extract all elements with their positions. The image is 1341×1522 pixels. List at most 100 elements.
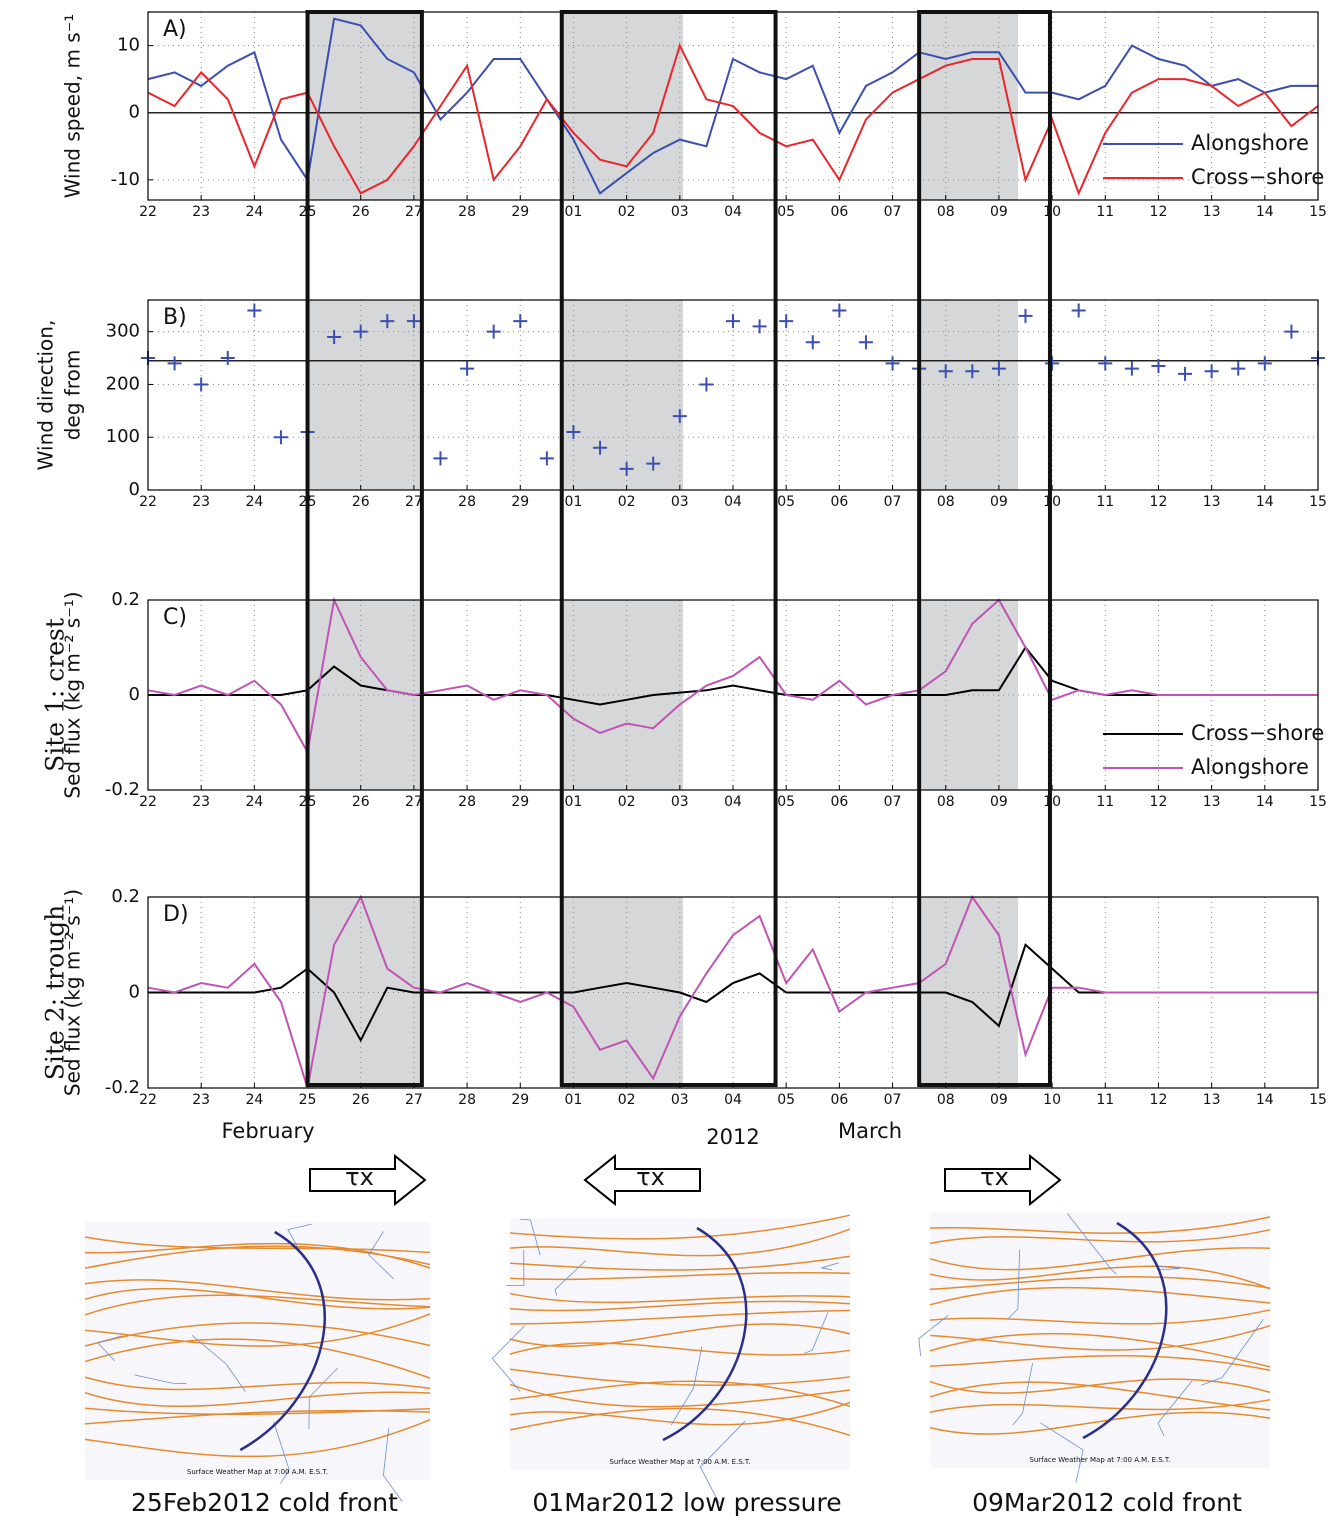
point	[779, 314, 793, 328]
x-tick-label: 29	[511, 494, 529, 510]
x-tick-label: 29	[511, 794, 529, 810]
x-tick-label: 29	[511, 1092, 529, 1108]
x-tick-label: 02	[618, 1092, 636, 1108]
event-shade	[308, 12, 422, 200]
legend-label: Alongshore	[1191, 131, 1309, 155]
x-tick-label: 15	[1309, 794, 1327, 810]
x-tick-label: 26	[352, 794, 370, 810]
point	[540, 451, 554, 465]
x-tick-label: 28	[458, 204, 476, 220]
x-tick-label: 14	[1256, 204, 1274, 220]
x-tick-label: 14	[1256, 1092, 1274, 1108]
x-tick-label: 08	[937, 1092, 955, 1108]
panel-label: A)	[163, 17, 187, 42]
y-tick-label: 0.2	[111, 886, 140, 907]
y-tick-label: 0	[129, 102, 140, 123]
event-shade	[919, 12, 1018, 200]
point	[1125, 362, 1139, 376]
time-label: 2012	[706, 1125, 759, 1149]
x-tick-label: 07	[884, 1092, 902, 1108]
x-tick-label: 07	[884, 204, 902, 220]
point	[513, 314, 527, 328]
x-tick-label: 26	[352, 1092, 370, 1108]
point	[1284, 325, 1298, 339]
x-tick-label: 27	[405, 1092, 423, 1108]
map-background	[85, 1222, 430, 1480]
x-tick-label: 22	[139, 204, 157, 220]
x-tick-label: 23	[192, 1092, 210, 1108]
x-tick-label: 13	[1203, 494, 1221, 510]
y-axis-label: Wind direction,	[34, 320, 58, 471]
x-tick-label: 25	[299, 1092, 317, 1108]
x-tick-label: 13	[1203, 794, 1221, 810]
x-tick-label: 08	[937, 794, 955, 810]
x-tick-label: 07	[884, 794, 902, 810]
x-tick-label: 22	[139, 494, 157, 510]
event-shade	[562, 600, 683, 790]
point	[434, 451, 448, 465]
arrow-label: τx	[636, 1163, 665, 1191]
map-caption: Surface Weather Map at 7:00 A.M. E.S.T.	[609, 1458, 750, 1466]
event-shade	[308, 600, 422, 790]
y-tick-label: -0.2	[105, 1077, 140, 1098]
x-tick-label: 24	[245, 794, 263, 810]
x-tick-label: 04	[724, 494, 742, 510]
y-tick-label: 0	[129, 479, 140, 500]
point	[1258, 356, 1272, 370]
x-tick-label: 15	[1309, 494, 1327, 510]
weather-map: Surface Weather Map at 7:00 A.M. E.S.T.	[85, 1222, 430, 1501]
x-tick-label: 12	[1150, 494, 1168, 510]
point	[1178, 367, 1192, 381]
x-tick-label: 06	[830, 494, 848, 510]
point	[1019, 309, 1033, 323]
x-tick-label: 26	[352, 494, 370, 510]
x-tick-label: 04	[724, 204, 742, 220]
point	[274, 430, 288, 444]
x-tick-label: 12	[1150, 204, 1168, 220]
x-tick-label: 24	[245, 204, 263, 220]
x-tick-label: 11	[1096, 794, 1114, 810]
x-tick-label: 10	[1043, 794, 1061, 810]
x-tick-label: 05	[777, 1092, 795, 1108]
panel-label: B)	[163, 305, 187, 330]
point	[806, 335, 820, 349]
x-tick-label: 22	[139, 1092, 157, 1108]
y-tick-label: 10	[117, 35, 140, 56]
x-tick-label: 06	[830, 1092, 848, 1108]
y-tick-label: 200	[106, 373, 140, 394]
y-tick-label: 0	[129, 684, 140, 705]
x-tick-label: 08	[937, 204, 955, 220]
x-tick-label: 09	[990, 794, 1008, 810]
x-tick-label: 04	[724, 794, 742, 810]
x-tick-label: 26	[352, 204, 370, 220]
x-tick-label: 14	[1256, 794, 1274, 810]
x-tick-label: 05	[777, 204, 795, 220]
x-tick-label: 23	[192, 494, 210, 510]
x-tick-label: 06	[830, 794, 848, 810]
x-tick-label: 01	[565, 1092, 583, 1108]
x-tick-label: 11	[1096, 494, 1114, 510]
point	[832, 304, 846, 318]
point	[194, 377, 208, 391]
event-shade	[919, 300, 1018, 490]
point	[1205, 364, 1219, 378]
x-tick-label: 10	[1043, 1092, 1061, 1108]
point	[247, 304, 261, 318]
x-tick-label: 09	[990, 1092, 1008, 1108]
x-tick-label: 08	[937, 494, 955, 510]
y-tick-label: -10	[111, 169, 140, 190]
x-tick-label: 01	[565, 794, 583, 810]
point	[1045, 356, 1059, 370]
x-tick-label: 09	[990, 204, 1008, 220]
point	[1098, 356, 1112, 370]
x-tick-label: 11	[1096, 1092, 1114, 1108]
weather-map: Surface Weather Map at 7:00 A.M. E.S.T.	[919, 1213, 1270, 1483]
x-tick-label: 23	[192, 794, 210, 810]
x-tick-label: 28	[458, 494, 476, 510]
point	[1231, 362, 1245, 376]
event-shade	[562, 300, 683, 490]
x-tick-label: 29	[511, 204, 529, 220]
point	[859, 335, 873, 349]
x-tick-label: 09	[990, 494, 1008, 510]
legend-label: Alongshore	[1191, 755, 1309, 779]
